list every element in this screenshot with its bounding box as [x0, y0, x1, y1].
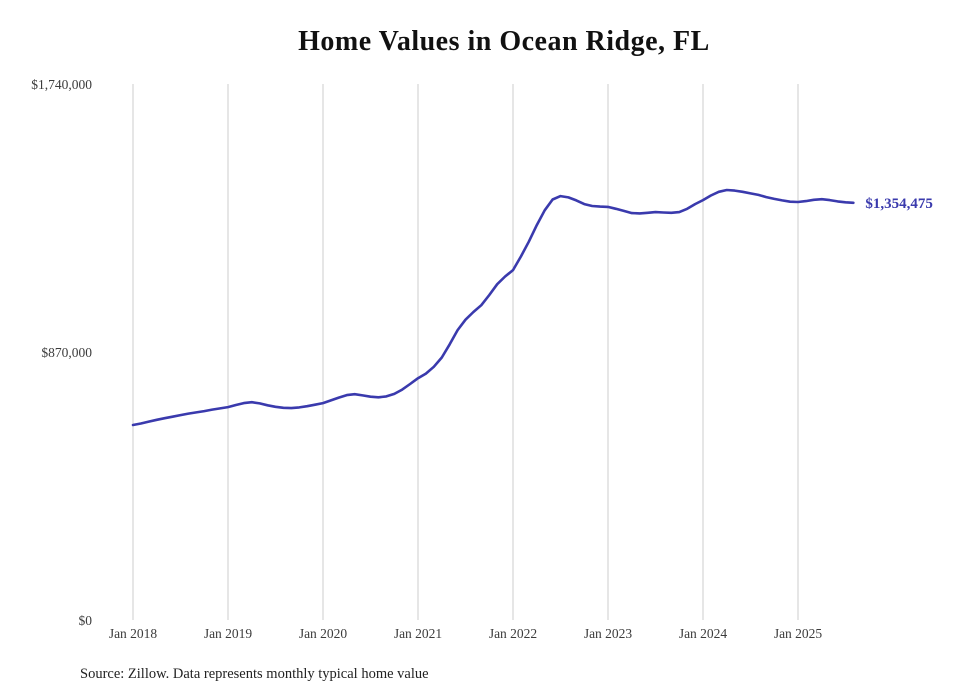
x-tick-label: Jan 2023 — [584, 626, 633, 641]
x-tick-label: Jan 2025 — [774, 626, 823, 641]
x-tick-label: Jan 2018 — [109, 626, 158, 641]
x-tick-label: Jan 2021 — [394, 626, 442, 641]
chart-title: Home Values in Ocean Ridge, FL — [298, 26, 710, 57]
x-tick-label: Jan 2020 — [299, 626, 348, 641]
line-chart: Jan 2018 Jan 2019 Jan 2020 Jan 2021 Jan 2022… — [31, 77, 933, 641]
x-tick-label: Jan 2019 — [204, 626, 253, 641]
latest-value-label: $1,354,475 — [865, 196, 933, 212]
value-line — [131, 188, 855, 427]
y-tick-label: $1,740,000 — [31, 77, 92, 92]
y-tick-label: $870,000 — [41, 345, 92, 360]
x-tick-label: Jan 2022 — [489, 626, 537, 641]
y-tick-label: $0 — [79, 613, 93, 628]
x-tick-label: Jan 2024 — [679, 626, 728, 641]
source-note: Source: Zillow. Data represents monthly … — [80, 666, 429, 682]
